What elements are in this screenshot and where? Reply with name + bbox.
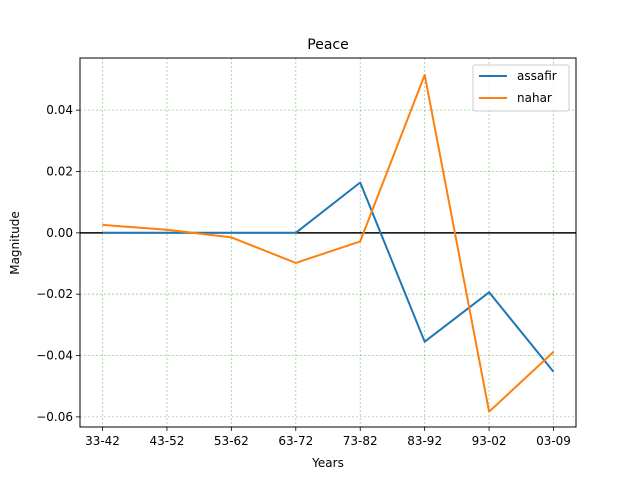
data-point-nahar — [166, 229, 168, 231]
series-line-assafir — [102, 181, 555, 373]
data-point-assafir — [295, 232, 297, 234]
legend-label-nahar: nahar — [517, 91, 552, 105]
x-tick-label: 73-82 — [343, 434, 378, 448]
y-axis: 0.04 0.02 0.00 −0.02 −0.04 −0.06 — [36, 103, 80, 424]
x-tick-label: 63-72 — [278, 434, 313, 448]
series-group — [102, 73, 555, 413]
x-tick-label: 93-02 — [472, 434, 507, 448]
y-tick-label: −0.02 — [36, 287, 73, 301]
data-point-nahar — [102, 224, 104, 226]
data-point-nahar — [230, 236, 232, 238]
y-tick-label: 0.00 — [46, 226, 73, 240]
data-point-nahar — [295, 262, 297, 264]
y-axis-title: Magnitude — [8, 211, 22, 275]
x-axis: 33-42 43-52 53-62 63-72 73-82 83-92 93-02 03-09 — [85, 427, 571, 448]
data-point-assafir — [359, 182, 361, 184]
data-point-nahar — [359, 240, 361, 242]
grid — [80, 58, 576, 427]
x-tick-label: 83-92 — [407, 434, 442, 448]
data-point-nahar — [488, 411, 490, 413]
y-tick-label: −0.04 — [36, 349, 73, 363]
legend-label-assafir: assafir — [517, 69, 557, 83]
x-tick-label: 53-62 — [214, 434, 249, 448]
x-tick-label: 03-09 — [536, 434, 571, 448]
data-point-assafir — [166, 232, 168, 234]
x-tick-label: 43-52 — [149, 434, 184, 448]
y-tick-label: −0.06 — [36, 410, 73, 424]
data-point-assafir — [230, 232, 232, 234]
plot-frame — [79, 57, 577, 428]
data-point-assafir — [488, 291, 490, 293]
data-point-assafir — [553, 371, 555, 373]
x-tick-label: 33-42 — [85, 434, 120, 448]
series-line-nahar — [102, 73, 555, 413]
legend: assafir nahar — [472, 64, 570, 112]
y-tick-label: 0.02 — [46, 164, 73, 178]
data-point-assafir — [102, 232, 104, 234]
y-tick-label: 0.04 — [46, 103, 73, 117]
data-point-nahar — [424, 74, 426, 76]
chart-title: Peace — [307, 37, 348, 53]
data-point-nahar — [553, 351, 555, 353]
x-axis-title: Years — [311, 456, 344, 470]
data-point-assafir — [424, 341, 426, 343]
